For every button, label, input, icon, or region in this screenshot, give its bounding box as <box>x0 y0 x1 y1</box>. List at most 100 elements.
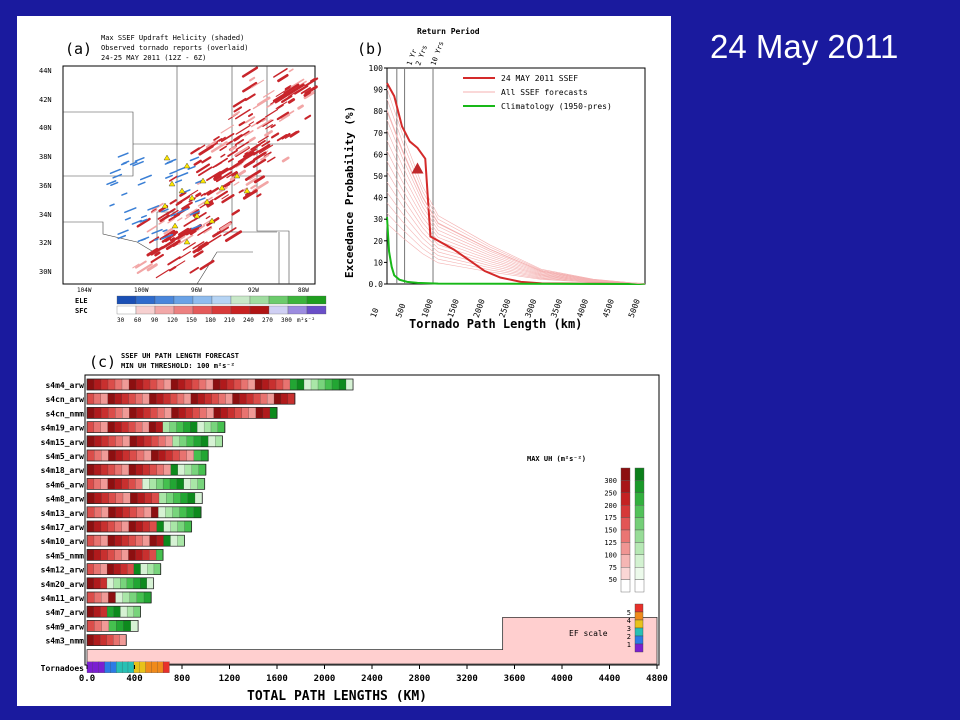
tornado-bar-segment <box>139 661 147 673</box>
category-label: s4m19_arw <box>41 424 85 433</box>
tornado-report-marker <box>233 172 241 179</box>
bar-segment <box>144 492 153 504</box>
bar-segment <box>176 393 185 405</box>
uh-swath <box>219 168 231 176</box>
uh-swath-elevated <box>139 218 148 223</box>
bar-segment <box>86 549 95 561</box>
x-tick-label: 3000 <box>523 298 538 319</box>
bar-segment <box>121 549 129 561</box>
uh-swath <box>213 167 229 178</box>
colorbar-tick: 60 <box>134 317 142 324</box>
uh-swath <box>177 217 183 222</box>
colorbar-cell-surface <box>173 305 194 315</box>
bar-segment <box>107 549 116 561</box>
bar-segment <box>200 449 209 462</box>
bar-segment <box>86 421 95 433</box>
path-length-x-ticks: 0.0 400 800 1200 1600 2000 2400 2800 3200 3600 400… <box>79 665 668 684</box>
bar-segment <box>115 407 123 419</box>
uh-legend-red-cell <box>620 480 631 493</box>
panel-a-title-line3: 24-25 MAY 2011 (12Z - 6Z) <box>101 54 206 62</box>
bar-segment <box>136 506 145 518</box>
uh-swath <box>257 135 269 143</box>
bar-segment <box>169 421 178 433</box>
category-label: Tornadoes <box>41 664 85 673</box>
uh-swath <box>304 114 312 120</box>
path-length-categories: s4m4_arw s4cn_arw s4cn_nmm s4m19_arw s4m15_a… <box>41 381 85 673</box>
legend-label-climo: Climatology (1950-pres) <box>501 102 612 111</box>
lat-label: 38N <box>39 153 52 161</box>
bar-segment <box>156 378 165 391</box>
bar-segment <box>142 464 151 476</box>
x-tick-label: 1500 <box>446 298 461 319</box>
bar-segment <box>135 421 143 433</box>
figure: (a) Max SSEF Updraft Helicity (shaded) O… <box>17 16 671 706</box>
bar-segment <box>86 435 95 447</box>
uh-swath <box>226 140 233 146</box>
bar-segment <box>128 549 136 561</box>
tornado-bar-segment <box>145 661 153 673</box>
bar-segment <box>121 520 130 533</box>
bar-segment <box>226 378 235 391</box>
bar-segment <box>155 549 164 561</box>
exceedance-x-ticks: 10 500 1000 1500 2000 2500 3000 3500 4000 4500 500… <box>369 298 642 319</box>
bar-segment <box>183 393 192 405</box>
bar-segment <box>187 492 196 504</box>
bar-segment <box>217 421 226 433</box>
bar-segment <box>163 520 172 533</box>
uh-swath <box>167 256 181 266</box>
bar-segment <box>99 634 108 646</box>
exceedance-legend: 24 MAY 2011 SSEF All SSEF forecasts Clim… <box>457 70 643 114</box>
uh-swath <box>182 242 196 251</box>
uh-legend-red-cell <box>620 567 631 580</box>
uh-swath <box>163 227 173 235</box>
uh-swath <box>262 89 275 98</box>
panel-b-tag: (b) <box>357 40 384 58</box>
bar-segment <box>142 378 151 391</box>
bar-segment <box>86 393 95 405</box>
uh-legend-green-cell <box>634 492 645 506</box>
bar-segment <box>345 378 354 391</box>
uh-swath <box>234 146 249 156</box>
lat-label: 36N <box>39 182 52 190</box>
bar-outline <box>86 407 278 419</box>
uh-swath <box>192 211 207 222</box>
bar-segment <box>193 435 202 447</box>
uh-swath <box>132 263 140 269</box>
uh-swath-elevated <box>124 217 132 221</box>
bar-segment <box>199 407 208 419</box>
bar-segment <box>94 506 102 518</box>
colorbar-cell-surface <box>135 305 156 315</box>
colorbar-tick: 30 <box>117 317 125 324</box>
uh-swath <box>256 119 272 130</box>
uh-swath <box>250 139 266 151</box>
bar-segment <box>107 535 116 547</box>
uh-swath-elevated <box>139 174 152 181</box>
ef-legend-value: 5 <box>627 609 631 617</box>
bar-segment <box>248 407 257 419</box>
bar-segment <box>211 393 220 405</box>
bar-segment <box>169 478 178 490</box>
uh-swath <box>231 171 239 177</box>
uh-swath <box>309 77 316 82</box>
uh-swath <box>216 186 228 195</box>
bar-segment <box>150 407 158 419</box>
bar-segment <box>129 449 138 462</box>
return-period-label: 10 Yrs <box>429 40 445 67</box>
bar-outline <box>86 506 202 519</box>
uh-swath-elevated <box>140 214 147 219</box>
tornado-bar-segment <box>121 661 129 673</box>
uh-swath-elevated <box>190 224 202 230</box>
uh-swath-elevated <box>121 192 128 196</box>
uh-swath <box>165 239 181 251</box>
uh-swath <box>201 142 219 153</box>
bar-outline <box>86 449 209 462</box>
bar-segment <box>121 535 130 547</box>
uh-swath <box>207 234 222 244</box>
bar-segment <box>120 563 128 575</box>
bar-segment <box>143 591 152 604</box>
uh-swath <box>231 209 240 216</box>
uh-swath <box>290 78 305 89</box>
bar-segment <box>324 378 333 391</box>
uh-swath-elevated <box>151 228 163 235</box>
bar-segment <box>135 393 143 405</box>
